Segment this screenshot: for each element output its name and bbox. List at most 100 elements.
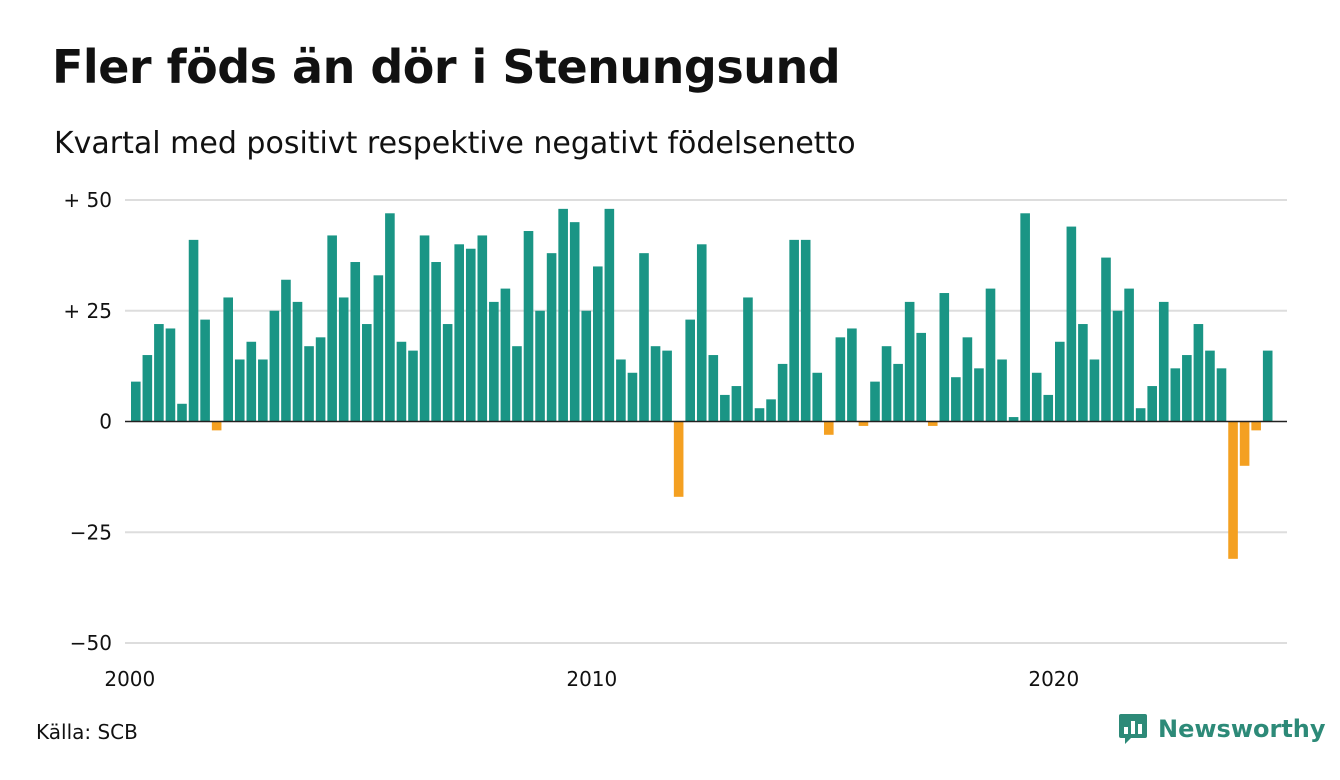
bar bbox=[1262, 350, 1273, 422]
bar bbox=[951, 377, 961, 422]
bar bbox=[1020, 213, 1030, 422]
brand-name: Newsworthy bbox=[1158, 715, 1326, 743]
bar bbox=[500, 288, 511, 422]
bar bbox=[269, 310, 280, 422]
bar bbox=[870, 381, 880, 422]
bar bbox=[1251, 421, 1261, 431]
bar bbox=[1112, 310, 1123, 422]
newsworthy-logo-icon bbox=[1119, 714, 1147, 744]
bar bbox=[408, 350, 418, 422]
bar bbox=[904, 301, 915, 422]
bar bbox=[338, 297, 349, 422]
y-tick-label: + 25 bbox=[63, 299, 112, 323]
bar bbox=[835, 337, 846, 422]
bar bbox=[616, 359, 626, 422]
bar bbox=[777, 363, 788, 422]
bar bbox=[200, 319, 210, 422]
bar bbox=[731, 386, 742, 422]
bar bbox=[188, 239, 199, 422]
x-tick-label: 2010 bbox=[566, 667, 617, 691]
x-tick-label: 2000 bbox=[104, 667, 155, 691]
bar bbox=[708, 355, 719, 422]
bar bbox=[962, 337, 973, 422]
bar bbox=[512, 346, 522, 422]
bar bbox=[627, 372, 638, 422]
bar bbox=[315, 337, 326, 422]
bar bbox=[246, 341, 257, 422]
bar bbox=[1205, 350, 1215, 422]
bar bbox=[211, 421, 222, 431]
bar bbox=[292, 301, 303, 422]
bar bbox=[477, 235, 488, 422]
bar bbox=[985, 288, 996, 422]
y-tick-label: + 50 bbox=[63, 188, 112, 212]
bar bbox=[131, 381, 141, 422]
bar bbox=[1043, 394, 1054, 422]
bar bbox=[696, 244, 707, 422]
y-tick-label: −50 bbox=[70, 631, 112, 655]
bar bbox=[939, 293, 950, 422]
bar bbox=[1182, 355, 1192, 422]
bar bbox=[569, 222, 580, 422]
bar bbox=[165, 328, 176, 422]
bar bbox=[454, 244, 464, 422]
bar bbox=[974, 368, 984, 422]
source-note: Källa: SCB bbox=[36, 720, 138, 744]
bar bbox=[1078, 324, 1088, 422]
bar bbox=[1055, 341, 1065, 422]
bar bbox=[1158, 301, 1169, 422]
bar bbox=[754, 408, 765, 422]
bar bbox=[258, 359, 268, 422]
brand-logo[interactable]: Newsworthy bbox=[1118, 712, 1326, 746]
gridlines bbox=[125, 199, 1287, 644]
bar bbox=[593, 266, 603, 422]
bar bbox=[685, 319, 695, 422]
bar bbox=[304, 346, 314, 422]
bar bbox=[604, 208, 615, 422]
bar bbox=[893, 363, 903, 422]
bar bbox=[581, 310, 592, 422]
bar bbox=[558, 208, 568, 422]
bar bbox=[350, 262, 361, 422]
x-tick-label: 2020 bbox=[1028, 667, 1079, 691]
bar bbox=[1216, 368, 1227, 422]
bar bbox=[396, 341, 407, 422]
bar bbox=[743, 297, 753, 422]
bar bbox=[1101, 257, 1111, 422]
bar bbox=[720, 394, 730, 422]
bar bbox=[489, 301, 499, 422]
bar bbox=[465, 248, 476, 422]
bar bbox=[1089, 359, 1100, 422]
bar-chart: + 50 + 25 0 −25 −50 2000 2010 2020 bbox=[63, 188, 1287, 691]
y-tick-label: 0 bbox=[99, 410, 112, 434]
bar bbox=[766, 399, 776, 422]
bar bbox=[281, 279, 291, 422]
bar bbox=[142, 355, 153, 422]
chart-title: Fler föds än dör i Stenungsund bbox=[52, 40, 841, 94]
bar bbox=[662, 350, 672, 422]
bar bbox=[650, 346, 661, 422]
y-tick-label: −25 bbox=[70, 520, 112, 544]
bar bbox=[1124, 288, 1134, 422]
bar bbox=[1170, 368, 1181, 422]
bar bbox=[800, 239, 811, 422]
bar bbox=[546, 253, 557, 422]
bar bbox=[916, 332, 926, 422]
bar bbox=[1031, 372, 1042, 422]
x-axis-ticks: 2000 2010 2020 bbox=[104, 667, 1079, 691]
bar bbox=[997, 359, 1007, 422]
bar bbox=[1066, 226, 1077, 422]
bar bbox=[639, 253, 649, 422]
bar bbox=[1228, 421, 1238, 559]
bar bbox=[419, 235, 430, 422]
bar bbox=[431, 262, 441, 422]
bar bbox=[847, 328, 857, 422]
bar bbox=[881, 346, 892, 422]
bar bbox=[789, 239, 799, 422]
bar bbox=[673, 421, 684, 497]
bar bbox=[373, 275, 384, 422]
bar bbox=[1008, 417, 1019, 422]
bar bbox=[523, 231, 534, 422]
bar bbox=[1239, 421, 1250, 466]
bar bbox=[535, 310, 545, 422]
